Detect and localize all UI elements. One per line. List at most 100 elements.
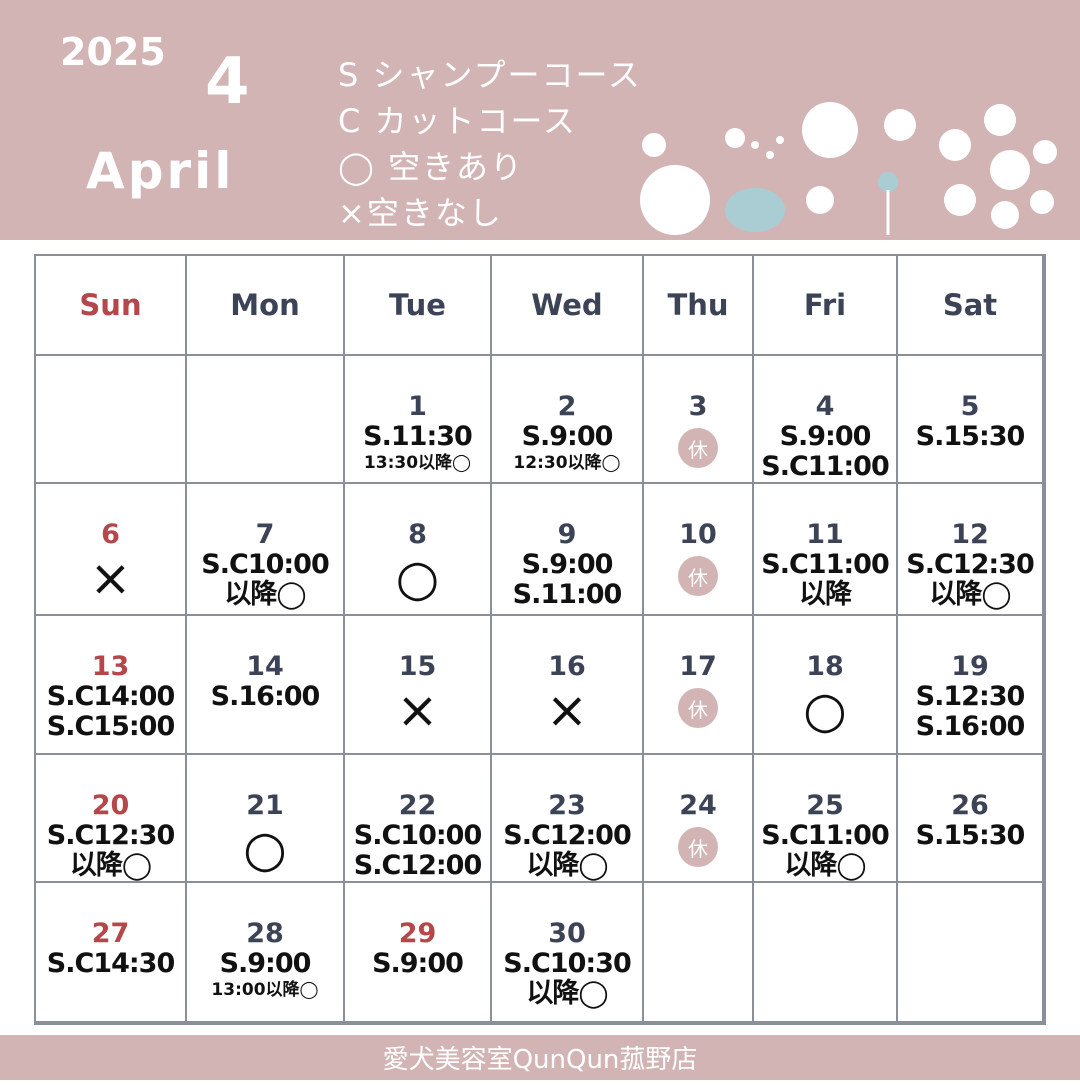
slot: S.C11:00 (761, 451, 889, 482)
slot: S.C12:30 (906, 549, 1034, 580)
day-cell: 26 S.15:30 (898, 755, 1044, 883)
day-number: 12 (951, 519, 989, 550)
day-cell: 18 ○ (754, 616, 898, 755)
day-cell: 4 S.9:00 S.C11:00 (754, 356, 898, 484)
slot: S.9:00 (219, 948, 312, 979)
slot: 以降◯ (526, 850, 608, 881)
slot: S.9:00 (372, 948, 464, 979)
day-cell: 9 S.9:00 S.11:00 (492, 484, 644, 616)
availability-mark: × (89, 549, 132, 607)
footer: 愛犬美容室QunQun菰野店 (0, 1035, 1080, 1080)
closed-badge: 休 (678, 827, 718, 867)
day-number: 7 (255, 519, 275, 550)
slot: 以降◯ (929, 579, 1011, 610)
slot: S.15:30 (915, 421, 1026, 452)
day-cell: 19 S.12:30 S.16:00 (898, 616, 1044, 755)
weekday-header: Sat (898, 256, 1044, 356)
availability-mark: ○ (395, 549, 440, 607)
day-number: 2 (557, 391, 577, 422)
day-number: 23 (548, 790, 586, 821)
slot: S.11:00 (512, 579, 623, 610)
day-cell: 29 S.9:00 (345, 883, 492, 1023)
closed-badge: 休 (678, 688, 718, 728)
day-number: 6 (101, 519, 120, 550)
legend: S シャンプーコース C カットコース ◯ 空きあり ×空きなし (338, 52, 642, 236)
day-number: 10 (679, 519, 717, 550)
slot: S.11:30 (363, 421, 473, 452)
closed-badge: 休 (678, 428, 718, 468)
day-number: 1 (408, 391, 427, 422)
slot: S.C12:00 (353, 850, 482, 881)
slot: S.C14:00 (46, 681, 175, 712)
day-number: 4 (815, 391, 835, 422)
slot: S.C11:00 (761, 820, 889, 851)
slot: S.9:00 (779, 421, 872, 452)
availability-mark: ○ (803, 681, 847, 739)
day-number: 17 (679, 651, 717, 682)
weekday-header: Fri (754, 256, 898, 356)
slot: S.9:00 (521, 421, 614, 452)
weekday-header: Wed (492, 256, 644, 356)
slot: 以降 (799, 579, 852, 610)
day-cell (36, 356, 187, 484)
legend-item: ◯ 空きあり (338, 148, 524, 186)
day-number: 16 (548, 651, 586, 682)
slot: S.C12:30 (46, 820, 175, 851)
slot: S.15:30 (915, 820, 1026, 851)
day-cell: 22 S.C10:00 S.C12:00 (345, 755, 492, 883)
slot: S.C12:00 (503, 820, 631, 851)
slot: S.C15:00 (46, 711, 175, 742)
day-cell: 15 × (345, 616, 492, 755)
slot: 以降◯ (784, 850, 866, 881)
decoration (640, 102, 1057, 235)
day-number: 30 (548, 918, 586, 949)
day-cell: 1 S.11:30 13:30以降◯ (345, 356, 492, 484)
day-number: 19 (951, 651, 989, 682)
day-number: 3 (688, 391, 708, 422)
day-number: 5 (960, 391, 980, 422)
day-number: 25 (806, 790, 844, 821)
availability-mark: × (396, 681, 439, 739)
day-cell: 20 S.C12:30 以降◯ (36, 755, 187, 883)
day-cell (187, 356, 345, 484)
day-number: 27 (91, 918, 130, 949)
day-cell: 28 S.9:00 13:00以降◯ (187, 883, 345, 1023)
weekday-header: Mon (187, 256, 345, 356)
day-cell: 21 ○ (187, 755, 345, 883)
day-number: 14 (246, 651, 284, 682)
day-number: 15 (398, 651, 437, 682)
slot: S.C10:00 (201, 549, 329, 580)
day-number: 24 (679, 790, 717, 821)
weekday-header: Tue (345, 256, 492, 356)
slot: S.C10:30 (503, 948, 631, 979)
day-cell: 24 休 (644, 755, 754, 883)
slot: S.12:30 (915, 681, 1026, 712)
day-cell: 25 S.C11:00 以降◯ (754, 755, 898, 883)
slot: S.16:00 (210, 681, 321, 712)
day-cell: 23 S.C12:00 以降◯ (492, 755, 644, 883)
slot-note: 13:30以降◯ (363, 453, 472, 473)
day-cell: 10 休 (644, 484, 754, 616)
day-number: 22 (398, 790, 437, 821)
weekday-header: Sun (36, 256, 187, 356)
day-number: 18 (806, 651, 844, 682)
legend-item: ×空きなし (338, 194, 503, 232)
day-cell: 30 S.C10:30 以降◯ (492, 883, 644, 1023)
day-cell: 2 S.9:00 12:30以降◯ (492, 356, 644, 484)
availability-mark: × (546, 681, 588, 739)
slot: S.9:00 (521, 549, 614, 580)
day-cell: 8 ○ (345, 484, 492, 616)
day-number: 11 (806, 519, 844, 550)
month-name: April (86, 142, 235, 200)
closed-badge: 休 (678, 556, 718, 596)
day-cell: 5 S.15:30 (898, 356, 1044, 484)
day-number: 29 (398, 918, 437, 949)
day-cell: 12 S.C12:30 以降◯ (898, 484, 1044, 616)
slot: S.16:00 (915, 711, 1026, 742)
availability-mark: ○ (243, 820, 287, 878)
calendar-grid: Sun Mon Tue Wed Thu Fri Sat 1 S.11:30 13:30以降◯ 2 S.… (34, 254, 1046, 1025)
slot-note: 12:30以降◯ (513, 453, 621, 473)
day-cell: 14 S.16:00 (187, 616, 345, 755)
day-number: 13 (91, 651, 130, 682)
day-cell (898, 883, 1044, 1023)
